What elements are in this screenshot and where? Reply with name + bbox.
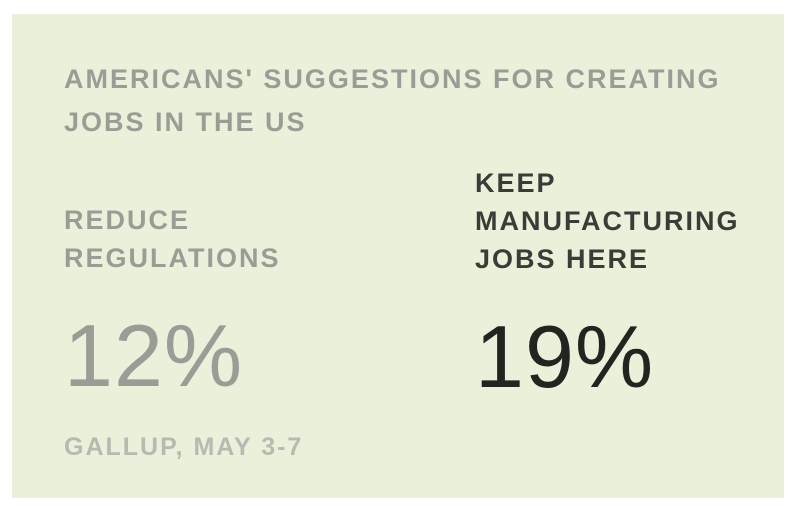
stat-reduce-regulations: REDUCE REGULATIONS 12%	[64, 201, 281, 401]
stat-label: KEEP MANUFACTURING JOBS HERE	[475, 164, 739, 278]
stat-label-line: KEEP	[475, 168, 557, 198]
infographic-title: AMERICANS' SUGGESTIONS FOR CREATING JOBS…	[64, 58, 764, 144]
stat-label-line: REGULATIONS	[64, 243, 281, 273]
stat-label-line: REDUCE	[64, 205, 191, 235]
stat-keep-manufacturing-jobs: KEEP MANUFACTURING JOBS HERE 19%	[475, 164, 739, 402]
stat-label: REDUCE REGULATIONS	[64, 201, 281, 277]
title-line-2: JOBS IN THE US	[64, 107, 307, 137]
title-line-1: AMERICANS' SUGGESTIONS FOR CREATING	[64, 64, 721, 94]
stat-label-line: JOBS HERE	[475, 244, 650, 274]
infographic-card: AMERICANS' SUGGESTIONS FOR CREATING JOBS…	[12, 14, 784, 498]
source-note: GALLUP, MAY 3-7	[64, 433, 304, 461]
stat-value: 19%	[475, 307, 655, 406]
stat-label-line: MANUFACTURING	[475, 206, 740, 236]
stat-value: 12%	[64, 306, 244, 405]
